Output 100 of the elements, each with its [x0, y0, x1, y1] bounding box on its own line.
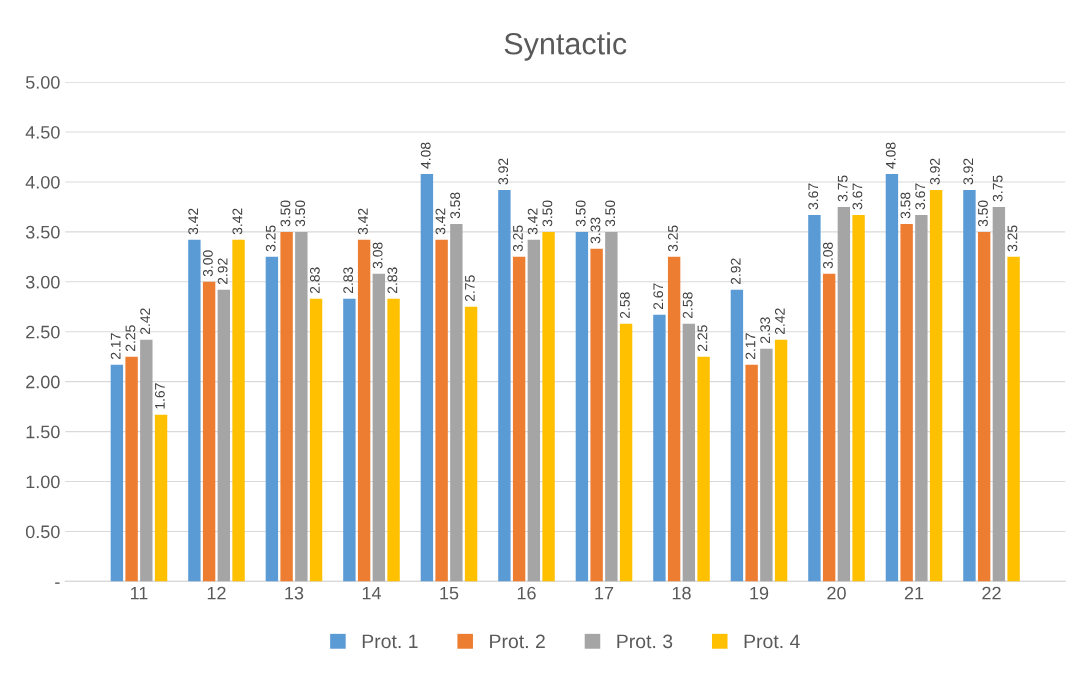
bar — [1007, 256, 1020, 582]
data-label: 3.42 — [188, 208, 199, 235]
data-label: 3.58 — [900, 192, 911, 219]
data-label: 1.67 — [154, 383, 165, 409]
bar — [450, 223, 463, 582]
bar — [977, 231, 991, 582]
bar — [808, 214, 821, 582]
x-tick-label: 15 — [440, 586, 459, 600]
x-tick-label: 12 — [207, 586, 226, 600]
x-tick-label: 13 — [285, 586, 304, 600]
bar — [464, 306, 478, 582]
data-label: 3.67 — [852, 183, 863, 210]
bar — [435, 239, 448, 582]
bar — [653, 314, 666, 582]
x-tick-label: 16 — [517, 586, 536, 600]
y-tick-label: 3.50 — [25, 225, 60, 239]
bar — [575, 231, 589, 582]
data-label: 3.92 — [498, 158, 509, 185]
legend-label: Prot. 3 — [617, 634, 673, 649]
x-tick-label: 21 — [904, 586, 924, 600]
data-label: 2.42 — [774, 308, 785, 335]
data-label: 3.33 — [590, 217, 601, 244]
data-label: 2.42 — [140, 308, 150, 335]
legend-label: Prot. 2 — [490, 634, 545, 649]
data-label: 2.83 — [309, 267, 320, 294]
bar — [217, 289, 231, 582]
data-label: 3.75 — [992, 175, 1003, 202]
bar — [760, 348, 773, 582]
data-label: 3.92 — [963, 158, 974, 185]
bar — [605, 231, 618, 582]
bar — [837, 206, 851, 582]
data-label: 3.25 — [265, 225, 276, 252]
x-tick-label: 11 — [130, 586, 148, 600]
bar — [280, 231, 293, 582]
bar — [110, 364, 124, 582]
bar — [682, 323, 696, 582]
bar — [125, 356, 138, 582]
bar — [309, 298, 323, 582]
bar — [512, 256, 526, 582]
bar — [387, 298, 400, 582]
data-label: 3.50 — [978, 200, 988, 227]
bar — [885, 173, 899, 582]
data-label: 2.17 — [110, 333, 121, 359]
bar — [745, 364, 758, 582]
data-label: 2.25 — [697, 325, 708, 352]
data-label: 2.92 — [217, 258, 228, 285]
bar — [590, 248, 603, 582]
bar — [527, 239, 541, 582]
data-label: 2.58 — [682, 292, 693, 319]
bar — [232, 239, 245, 582]
bar — [343, 298, 356, 582]
bar — [822, 273, 836, 582]
data-label: 3.42 — [358, 208, 368, 235]
data-label: 2.17 — [745, 333, 756, 359]
bar — [915, 214, 928, 582]
bar — [774, 339, 788, 582]
legend-label: Prot. 4 — [744, 634, 800, 649]
y-tick-label: - — [55, 582, 60, 584]
bar — [202, 281, 216, 582]
data-label: 4.08 — [885, 142, 896, 169]
bar — [372, 273, 386, 582]
data-label: 3.67 — [808, 183, 819, 210]
data-label: 3.50 — [542, 200, 553, 227]
data-label: 3.58 — [450, 192, 461, 219]
y-tick-label: 1.50 — [26, 425, 60, 439]
data-label: 2.92 — [730, 258, 741, 285]
data-label: 2.83 — [343, 267, 354, 294]
x-tick-label: 17 — [595, 586, 614, 600]
data-label: 3.50 — [295, 200, 306, 227]
data-label: 3.25 — [513, 225, 523, 252]
bar — [265, 256, 279, 582]
data-label: 3.08 — [372, 242, 383, 269]
data-label: 3.42 — [232, 208, 243, 235]
x-tick-label: 20 — [827, 586, 846, 600]
y-tick-label: 3.00 — [25, 275, 60, 289]
bar — [929, 189, 943, 582]
data-label: 3.67 — [915, 183, 926, 210]
data-label: 2.75 — [464, 275, 475, 302]
bar — [730, 289, 744, 582]
data-label: 2.83 — [387, 267, 398, 294]
data-label: 3.50 — [280, 200, 291, 227]
y-tick-label: 2.00 — [26, 375, 60, 389]
data-label: 3.08 — [823, 242, 833, 269]
bar — [992, 206, 1006, 582]
y-tick-label: 4.50 — [25, 125, 60, 139]
data-label: 4.08 — [420, 142, 431, 169]
data-label: 3.00 — [203, 250, 213, 277]
data-label: 3.92 — [929, 158, 940, 185]
data-label: 3.42 — [435, 208, 446, 235]
x-tick-label: 22 — [982, 586, 1001, 600]
bar — [619, 323, 633, 582]
data-label: 3.75 — [837, 175, 848, 202]
y-tick-label: 4.00 — [25, 175, 60, 189]
bar — [140, 339, 153, 582]
bar — [498, 189, 511, 582]
data-label: 3.50 — [605, 200, 616, 227]
data-label: 2.58 — [619, 292, 630, 319]
data-label: 3.25 — [1007, 225, 1018, 252]
bar — [667, 256, 681, 582]
y-tick-label: 1.00 — [26, 475, 60, 489]
